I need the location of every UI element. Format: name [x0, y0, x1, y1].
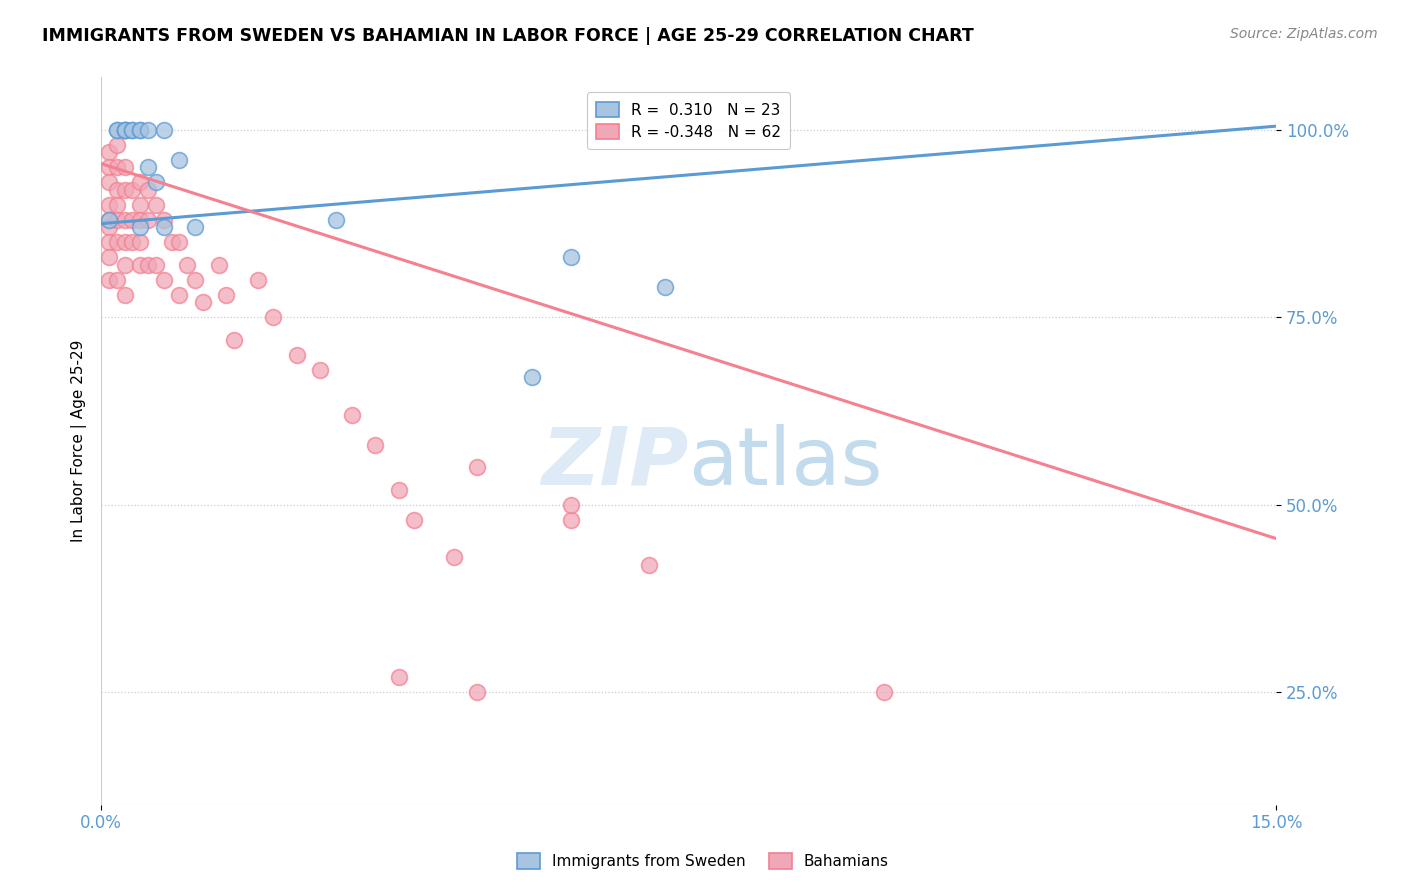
- Point: [114, 258, 136, 272]
- Point: [136, 213, 159, 227]
- Point: [388, 670, 411, 684]
- Point: [121, 123, 143, 137]
- Point: [129, 220, 152, 235]
- Point: [145, 258, 167, 272]
- Point: [121, 123, 143, 137]
- Point: [262, 310, 284, 325]
- Point: [873, 685, 896, 699]
- Point: [520, 370, 543, 384]
- Point: [145, 198, 167, 212]
- Legend: R =  0.310   N = 23, R = -0.348   N = 62: R = 0.310 N = 23, R = -0.348 N = 62: [586, 93, 790, 149]
- Point: [169, 153, 191, 167]
- Point: [364, 438, 387, 452]
- Point: [160, 235, 183, 250]
- Point: [560, 498, 582, 512]
- Point: [105, 213, 128, 227]
- Point: [97, 220, 120, 235]
- Point: [114, 183, 136, 197]
- Point: [191, 295, 214, 310]
- Point: [145, 175, 167, 189]
- Point: [654, 280, 676, 294]
- Point: [152, 213, 174, 227]
- Point: [465, 685, 488, 699]
- Point: [105, 161, 128, 175]
- Point: [136, 258, 159, 272]
- Text: ZIP: ZIP: [541, 424, 689, 502]
- Point: [129, 175, 152, 189]
- Point: [176, 258, 198, 272]
- Text: Source: ZipAtlas.com: Source: ZipAtlas.com: [1230, 27, 1378, 41]
- Point: [560, 513, 582, 527]
- Point: [114, 288, 136, 302]
- Point: [152, 123, 174, 137]
- Point: [129, 123, 152, 137]
- Point: [97, 161, 120, 175]
- Point: [105, 273, 128, 287]
- Point: [114, 123, 136, 137]
- Point: [97, 175, 120, 189]
- Point: [184, 220, 207, 235]
- Point: [129, 235, 152, 250]
- Point: [114, 213, 136, 227]
- Point: [152, 273, 174, 287]
- Point: [97, 198, 120, 212]
- Point: [560, 251, 582, 265]
- Point: [114, 123, 136, 137]
- Point: [105, 198, 128, 212]
- Point: [246, 273, 269, 287]
- Point: [136, 123, 159, 137]
- Point: [97, 273, 120, 287]
- Text: atlas: atlas: [689, 424, 883, 502]
- Point: [136, 161, 159, 175]
- Point: [105, 123, 128, 137]
- Point: [121, 235, 143, 250]
- Point: [129, 258, 152, 272]
- Point: [136, 183, 159, 197]
- Point: [105, 183, 128, 197]
- Point: [97, 235, 120, 250]
- Point: [105, 137, 128, 152]
- Point: [97, 213, 120, 227]
- Point: [121, 183, 143, 197]
- Point: [169, 288, 191, 302]
- Point: [404, 513, 426, 527]
- Point: [152, 220, 174, 235]
- Point: [129, 123, 152, 137]
- Point: [325, 213, 347, 227]
- Point: [129, 198, 152, 212]
- Point: [465, 460, 488, 475]
- Point: [105, 235, 128, 250]
- Legend: Immigrants from Sweden, Bahamians: Immigrants from Sweden, Bahamians: [510, 847, 896, 875]
- Point: [114, 123, 136, 137]
- Point: [129, 213, 152, 227]
- Point: [97, 145, 120, 160]
- Point: [97, 213, 120, 227]
- Point: [638, 558, 661, 572]
- Point: [224, 333, 246, 347]
- Point: [97, 251, 120, 265]
- Point: [443, 550, 465, 565]
- Point: [114, 161, 136, 175]
- Point: [215, 288, 238, 302]
- Text: IMMIGRANTS FROM SWEDEN VS BAHAMIAN IN LABOR FORCE | AGE 25-29 CORRELATION CHART: IMMIGRANTS FROM SWEDEN VS BAHAMIAN IN LA…: [42, 27, 974, 45]
- Point: [388, 483, 411, 497]
- Point: [184, 273, 207, 287]
- Point: [121, 213, 143, 227]
- Point: [114, 235, 136, 250]
- Point: [114, 123, 136, 137]
- Point: [309, 363, 332, 377]
- Point: [105, 123, 128, 137]
- Point: [169, 235, 191, 250]
- Point: [340, 408, 363, 422]
- Y-axis label: In Labor Force | Age 25-29: In Labor Force | Age 25-29: [72, 340, 87, 542]
- Point: [207, 258, 229, 272]
- Point: [285, 348, 308, 362]
